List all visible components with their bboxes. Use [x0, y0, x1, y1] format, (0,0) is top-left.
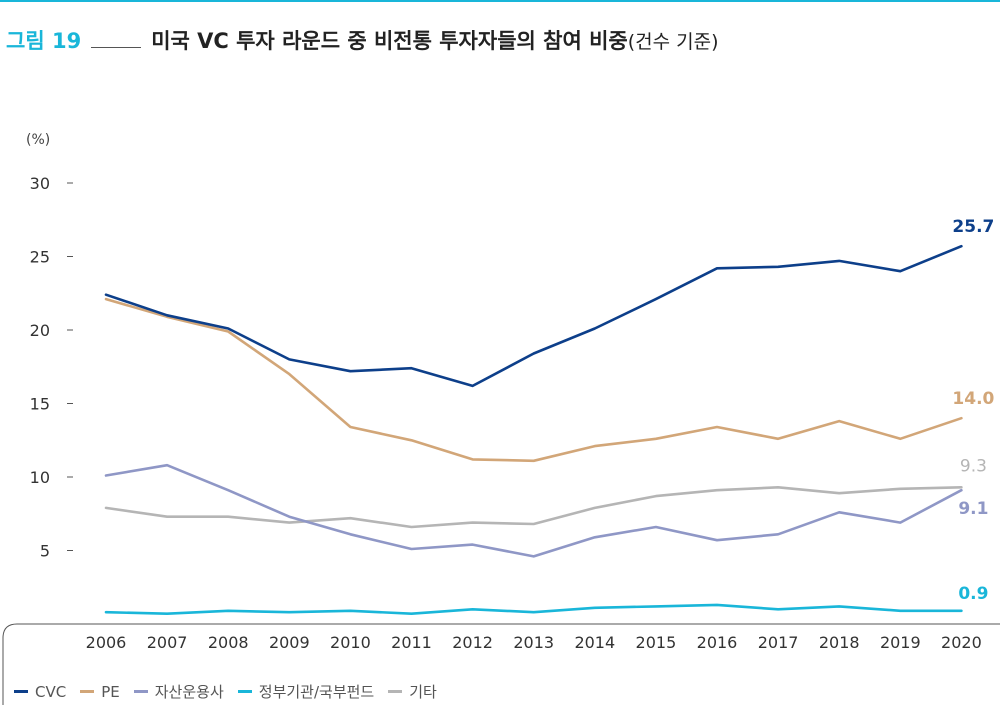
chart-legend: CVC PE 자산운용사 정부기관/국부펀드 기타: [14, 681, 451, 702]
chart-title: 미국 VC 투자 라운드 중 비전통 투자자들의 참여 비중: [151, 29, 628, 53]
y-tick-label: 30: [30, 174, 50, 193]
y-tick-label: 25: [30, 248, 50, 267]
x-tick-label: 2018: [819, 633, 860, 652]
x-tick-label: 2006: [86, 633, 127, 652]
x-tick-label: 2020: [941, 633, 982, 652]
x-tick-label: 2009: [269, 633, 310, 652]
x-tick-label: 2019: [880, 633, 921, 652]
y-tick-label: 15: [30, 395, 50, 414]
top-rule: [0, 0, 1000, 2]
y-axis-unit-label: (%): [26, 132, 50, 148]
y-tick-label: 10: [30, 468, 50, 487]
series-line-5: [104, 485, 963, 529]
series-line-3: [104, 463, 963, 558]
series-line-1: [104, 244, 963, 388]
legend-item: 기타: [388, 681, 437, 702]
x-axis-frame-line: [2, 623, 1000, 705]
x-tick-label: 2008: [208, 633, 249, 652]
end-value-label: 9.3: [960, 456, 987, 476]
title-separator-line: [91, 33, 142, 48]
x-tick-label: 2016: [697, 633, 738, 652]
x-tick-label: 2017: [758, 633, 799, 652]
legend-item: CVC: [14, 683, 66, 701]
legend-label: 자산운용사: [154, 683, 224, 701]
figure-number: 그림 19: [6, 29, 82, 53]
legend-swatch: [133, 690, 148, 693]
y-tick-label: 20: [30, 321, 50, 340]
x-tick-label: 2013: [513, 633, 554, 652]
x-tick-label: 2015: [636, 633, 677, 652]
series-line-2: [104, 297, 963, 463]
legend-swatch: [237, 690, 252, 693]
legend-label: CVC: [35, 682, 67, 701]
legend-item: 정부기관/국부펀드: [237, 681, 375, 702]
legend-item: 자산운용사: [133, 681, 224, 702]
x-tick-label: 2014: [574, 633, 615, 652]
legend-swatch: [14, 690, 28, 693]
end-value-label: 9.1: [958, 499, 988, 519]
x-tick-label: 2012: [452, 633, 493, 652]
legend-swatch: [80, 690, 95, 693]
y-tick-label: 5: [40, 542, 50, 561]
end-value-label: 0.9: [958, 584, 988, 604]
figure-header: 그림 19 미국 VC 투자 라운드 중 비전통 투자자들의 참여 비중 (건수…: [6, 24, 719, 56]
x-tick-label: 2010: [330, 633, 371, 652]
chart-subtitle: (건수 기준): [627, 30, 719, 53]
legend-label: PE: [101, 682, 120, 701]
end-value-label: 25.7: [952, 217, 994, 237]
legend-label: 정부기관/국부펀드: [258, 683, 375, 701]
legend-swatch: [388, 690, 403, 693]
legend-item: PE: [80, 683, 120, 701]
x-tick-label: 2007: [147, 633, 188, 652]
end-value-label: 14.0: [952, 389, 994, 409]
legend-label: 기타: [409, 683, 437, 701]
series-line-4: [104, 603, 963, 616]
x-tick-label: 2011: [391, 633, 432, 652]
